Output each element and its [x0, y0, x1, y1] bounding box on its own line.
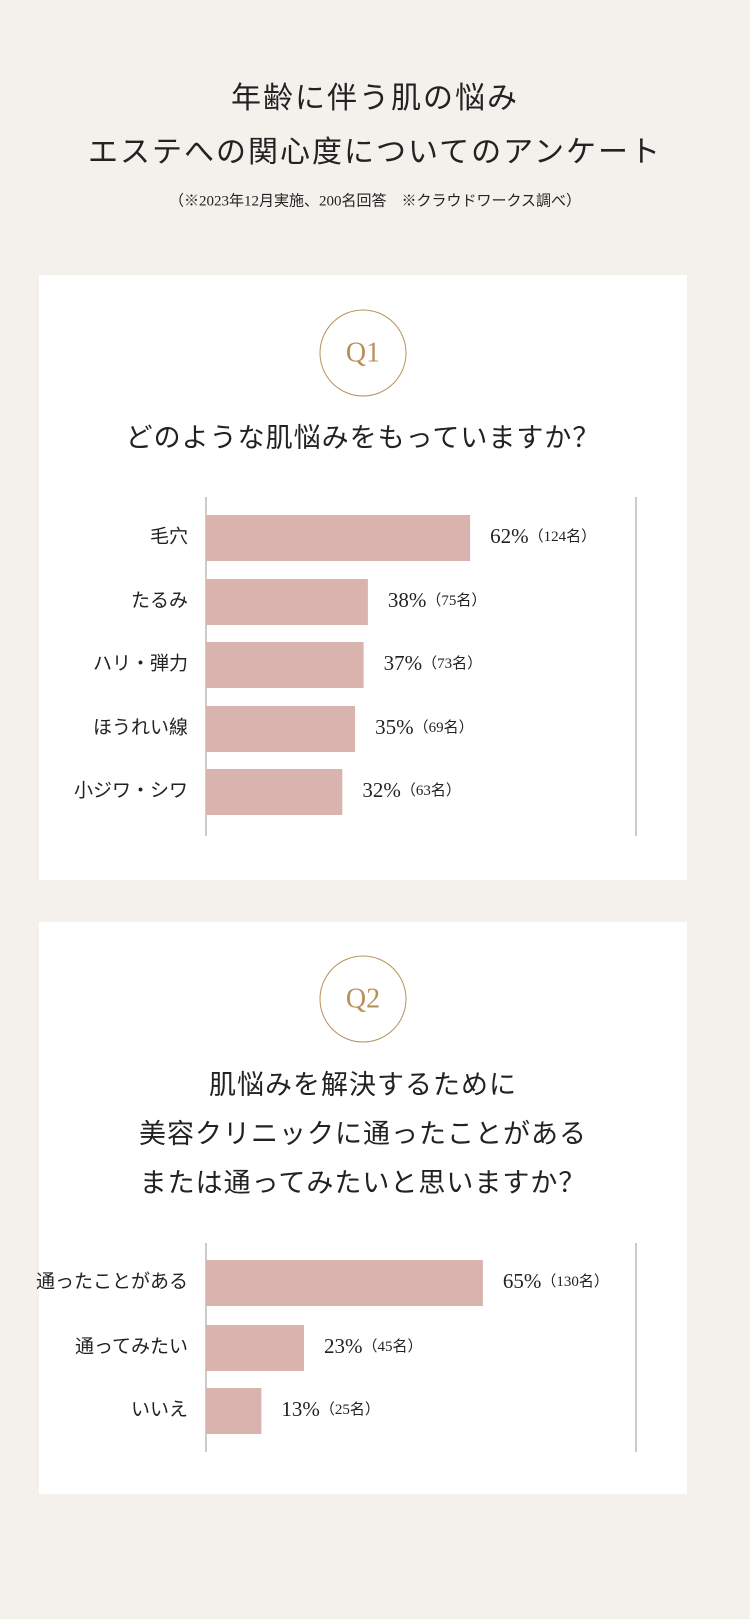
question-badge — [319, 955, 407, 1043]
bar — [206, 1325, 304, 1371]
bar — [206, 515, 471, 561]
bar — [206, 642, 364, 688]
bar — [206, 1388, 262, 1434]
question-text: 美容クリニックに通ったことがある — [139, 1119, 587, 1149]
bar — [206, 769, 343, 815]
count-label: （45名） — [362, 1338, 422, 1355]
count-label: （63名） — [401, 782, 461, 799]
category-label: 通ってみたい — [75, 1335, 188, 1357]
category-label: ハリ・弾力 — [93, 652, 188, 674]
value-label: 23%（45名） — [324, 1334, 423, 1358]
value-label: 38%（75名） — [388, 588, 487, 612]
value-label: 62%（124名） — [490, 524, 596, 548]
value-label: 32%（63名） — [362, 778, 461, 802]
bar — [206, 706, 356, 752]
category-label: 毛穴 — [150, 525, 188, 547]
category-label: いいえ — [131, 1399, 188, 1420]
percent-label: 65% — [503, 1269, 542, 1293]
value-label: 37%（73名） — [384, 651, 483, 675]
title-line: エステへの関心度についてのアンケート — [88, 136, 662, 169]
question-number: Q2 — [346, 983, 380, 1014]
percent-label: 38% — [388, 588, 427, 612]
percent-label: 35% — [375, 715, 414, 739]
value-label: 13%（25名） — [281, 1397, 380, 1421]
bar — [206, 1260, 483, 1306]
percent-label: 37% — [384, 651, 423, 675]
question-text: 肌悩みを解決するために — [209, 1070, 517, 1100]
bar — [206, 579, 368, 625]
value-label: 65%（130名） — [503, 1269, 609, 1293]
question-text: どのような肌悩みをもっていますか？ — [126, 423, 601, 453]
title-line: 年齢に伴う肌の悩み — [231, 82, 519, 115]
category-label: 通ったことがある — [36, 1270, 188, 1292]
question-badge — [319, 309, 407, 397]
value-label: 35%（69名） — [375, 715, 474, 739]
card — [39, 275, 687, 880]
count-label: （124名） — [529, 528, 597, 545]
question-text: または通ってみたいと思いますか？ — [140, 1168, 587, 1198]
category-label: ほうれい線 — [93, 716, 188, 738]
percent-label: 13% — [281, 1397, 320, 1421]
question-number: Q1 — [346, 337, 380, 368]
subtitle: （※2023年12月実施、200名回答 ※クラウドワークス調べ） — [169, 192, 581, 209]
count-label: （73名） — [422, 655, 482, 672]
category-label: たるみ — [131, 590, 188, 611]
count-label: （25名） — [320, 1401, 380, 1418]
count-label: （130名） — [541, 1273, 609, 1290]
count-label: （75名） — [426, 592, 486, 609]
percent-label: 23% — [324, 1334, 363, 1358]
count-label: （69名） — [414, 719, 474, 736]
percent-label: 62% — [490, 524, 529, 548]
category-label: 小ジワ・シワ — [74, 779, 188, 801]
percent-label: 32% — [362, 778, 401, 802]
card — [39, 922, 687, 1494]
